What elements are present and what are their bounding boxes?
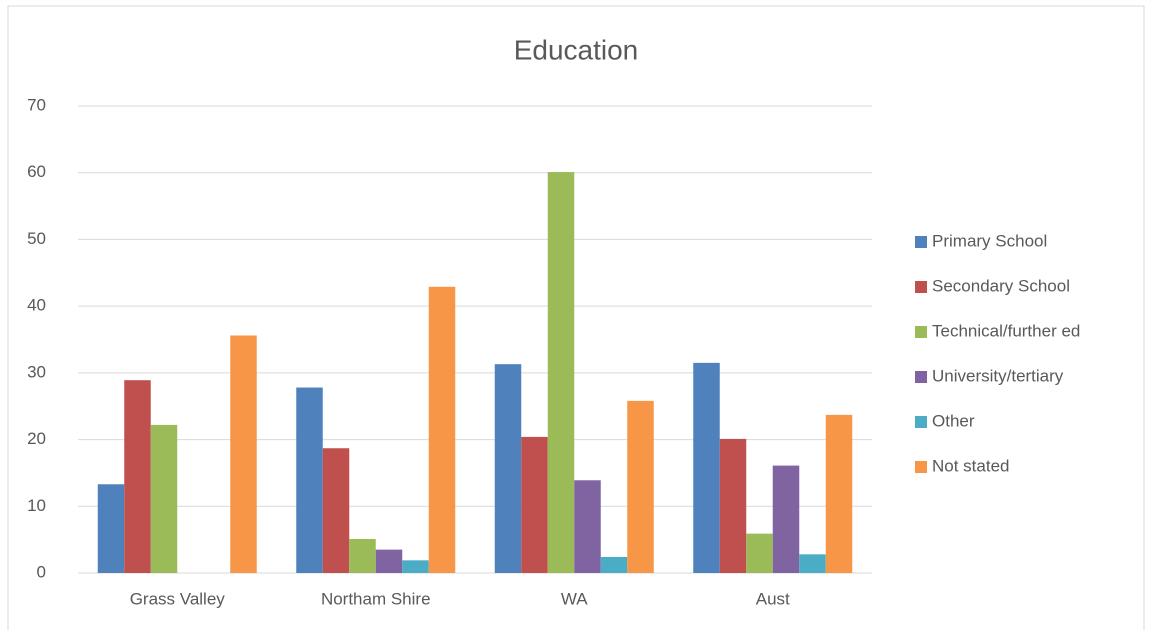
legend-label: Not stated xyxy=(932,456,1010,475)
bar xyxy=(574,480,601,573)
legend-swatch xyxy=(915,416,927,428)
bar xyxy=(349,538,376,573)
x-tick-label: Aust xyxy=(756,589,790,608)
bar xyxy=(97,484,125,573)
bar xyxy=(825,414,853,573)
bar xyxy=(296,387,323,573)
legend-label: Secondary School xyxy=(932,276,1070,295)
y-tick-label: 10 xyxy=(27,496,46,515)
bar xyxy=(772,465,800,573)
bar xyxy=(150,424,178,573)
chart-title: Education xyxy=(514,34,639,65)
y-tick-label: 50 xyxy=(27,229,46,248)
legend-label: Primary School xyxy=(932,231,1047,250)
bar xyxy=(402,560,429,573)
x-tick-label: Northam Shire xyxy=(321,589,431,608)
y-tick-label: 0 xyxy=(37,562,46,581)
bar xyxy=(746,533,773,573)
bar xyxy=(124,380,151,573)
bar xyxy=(428,286,456,573)
legend-label: Technical/further ed xyxy=(932,321,1080,340)
legend-swatch xyxy=(915,461,927,473)
y-tick-label: 70 xyxy=(27,95,46,114)
legend-label: University/tertiary xyxy=(932,366,1064,385)
bar xyxy=(799,554,826,573)
x-tick-label: WA xyxy=(561,589,588,608)
x-tick-label: Grass Valley xyxy=(130,589,226,608)
bar xyxy=(719,438,747,573)
legend-swatch xyxy=(915,236,927,248)
bar xyxy=(375,549,403,573)
bar xyxy=(322,448,350,573)
bar xyxy=(693,362,720,573)
bar xyxy=(494,364,522,573)
legend-swatch xyxy=(915,371,927,383)
y-tick-label: 40 xyxy=(27,296,46,315)
bar xyxy=(230,335,257,573)
legend-label: Other xyxy=(932,411,975,430)
y-tick-label: 30 xyxy=(27,362,46,381)
bar xyxy=(547,172,575,573)
legend-swatch xyxy=(915,281,927,293)
bar xyxy=(600,556,628,573)
y-tick-label: 20 xyxy=(27,429,46,448)
y-tick-label: 60 xyxy=(27,162,46,181)
bar xyxy=(627,400,654,573)
legend-swatch xyxy=(915,326,927,338)
bar xyxy=(521,436,548,573)
